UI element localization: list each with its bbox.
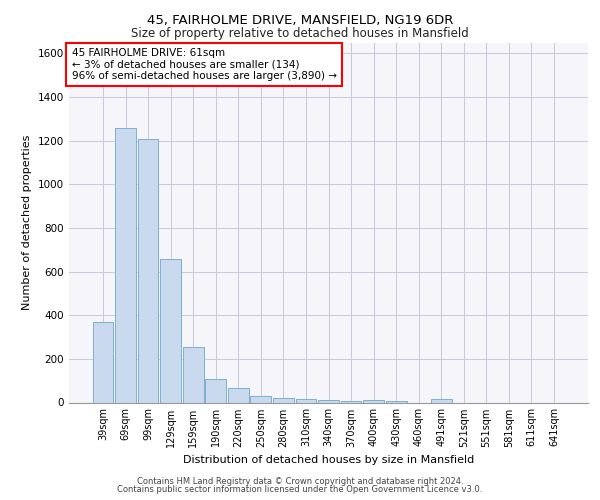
Bar (228, 388, 248, 402)
Bar (363, 400, 384, 402)
Bar (92, 322, 113, 402)
Text: 45, FAIRHOLME DRIVE, MANSFIELD, NG19 6DR: 45, FAIRHOLME DRIVE, MANSFIELD, NG19 6DR (147, 14, 453, 27)
Bar (205, 378, 226, 402)
Y-axis label: Number of detached properties: Number of detached properties (22, 135, 32, 310)
Bar (137, 138, 158, 402)
X-axis label: Distribution of detached houses by size in Mansfield: Distribution of detached houses by size … (183, 455, 474, 465)
Bar (341, 401, 361, 402)
Text: 45 FAIRHOLME DRIVE: 61sqm
← 3% of detached houses are smaller (134)
96% of semi-: 45 FAIRHOLME DRIVE: 61sqm ← 3% of detach… (71, 48, 337, 81)
Text: Contains HM Land Registry data © Crown copyright and database right 2024.: Contains HM Land Registry data © Crown c… (137, 477, 463, 486)
Bar (296, 399, 316, 402)
Bar (183, 347, 203, 403)
Text: Size of property relative to detached houses in Mansfield: Size of property relative to detached ho… (131, 28, 469, 40)
Bar (318, 400, 339, 402)
Bar (431, 399, 452, 402)
Bar (273, 398, 294, 402)
Bar (115, 128, 136, 402)
Bar (160, 258, 181, 402)
Bar (250, 396, 271, 402)
Text: Contains public sector information licensed under the Open Government Licence v3: Contains public sector information licen… (118, 485, 482, 494)
